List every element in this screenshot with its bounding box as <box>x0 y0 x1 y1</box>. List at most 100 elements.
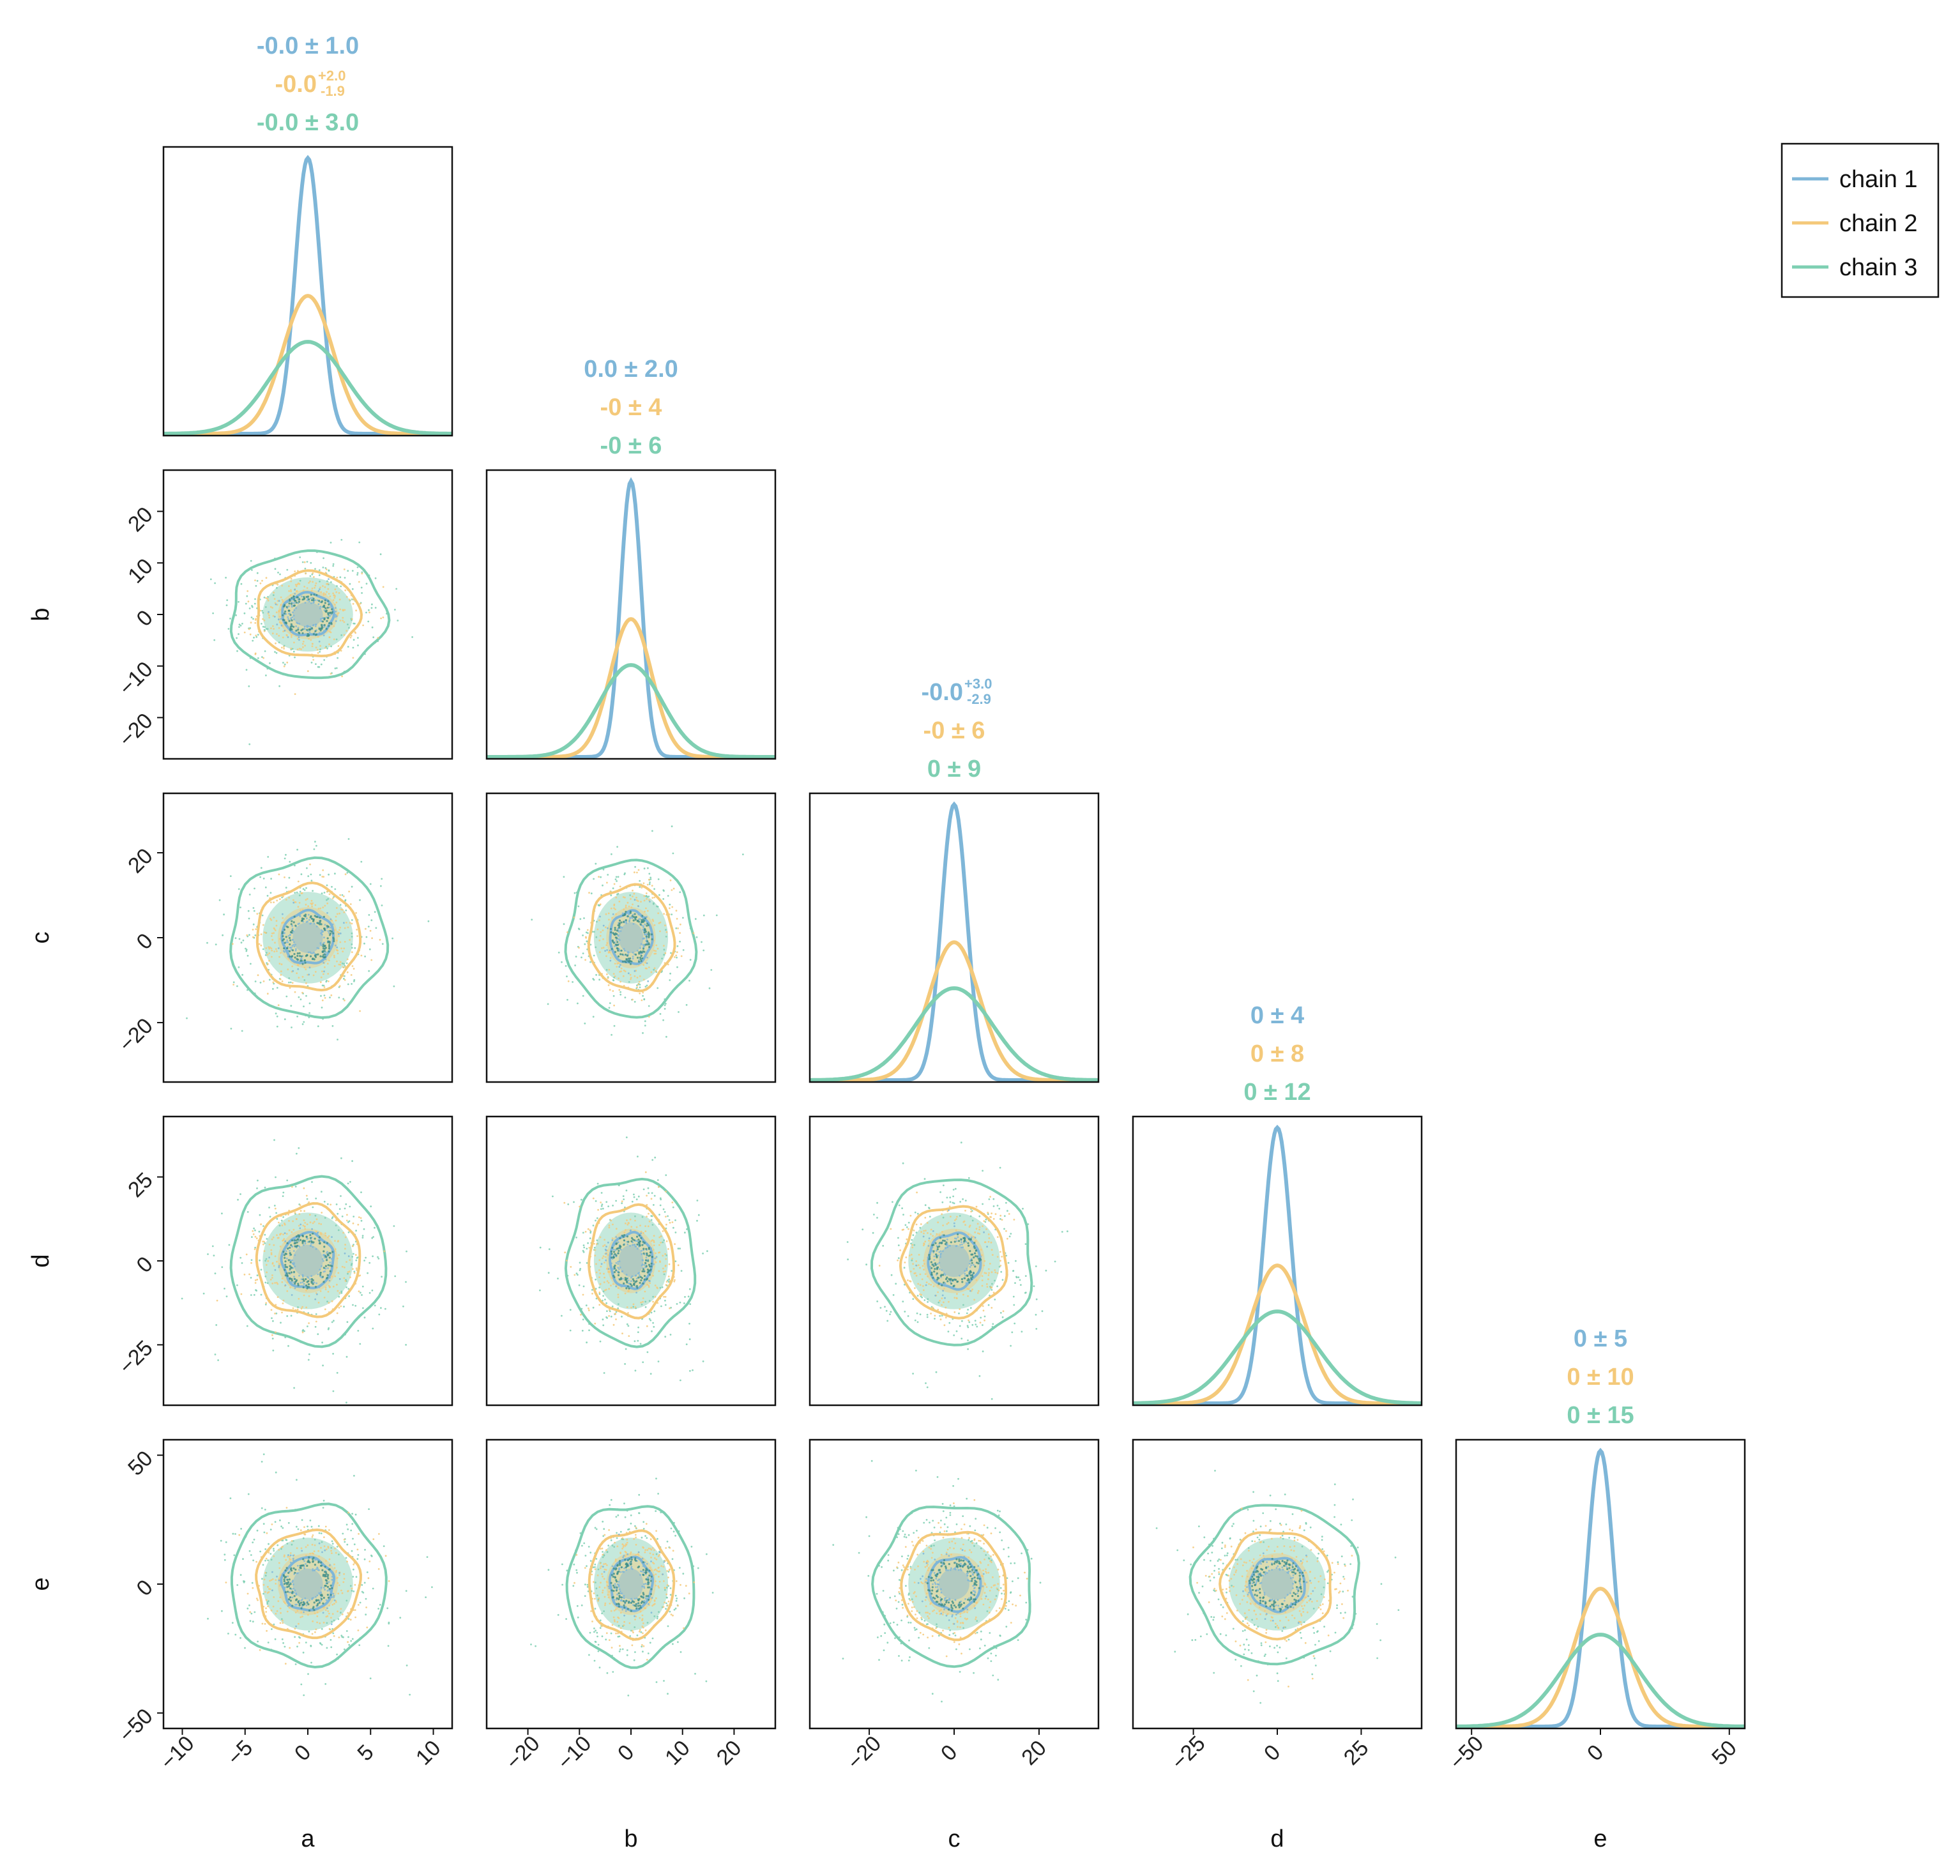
legend-label-chain-2: chain 2 <box>1839 210 1918 237</box>
contour-chain-2 <box>1219 1531 1332 1641</box>
x-tick-label-b: −20 <box>501 1731 545 1774</box>
x-axis-label-d: d <box>1270 1826 1284 1852</box>
density-chain-2-a <box>163 294 452 436</box>
panel-b-b <box>485 469 777 760</box>
y-tick-label-b: −10 <box>114 657 158 701</box>
x-tick-label-a: 0 <box>290 1740 315 1765</box>
diag-title-c-chain-3: 0 ± 9 <box>927 756 981 782</box>
diag-title-sub: -1.9 <box>321 83 345 99</box>
contour-chain-1 <box>280 1230 335 1290</box>
panel-frame <box>162 146 453 437</box>
panel-a-a <box>162 146 453 437</box>
y-tick-label-d: 25 <box>123 1168 158 1202</box>
x-tick-label-e: 0 <box>1583 1740 1608 1765</box>
scatter-chain-3 <box>531 825 744 1038</box>
diag-title-b-chain-1: 0.0 ± 2.0 <box>584 356 678 383</box>
contour-chain-2 <box>588 1203 676 1320</box>
panel-a-d: −25 0 25 d <box>27 1115 453 1407</box>
diag-title-b-chain-3: -0 ± 6 <box>600 432 662 459</box>
density-chain-3-c <box>810 986 1098 1082</box>
x-tick-label-e: 50 <box>1707 1735 1742 1770</box>
x-tick-label-b: 20 <box>712 1735 747 1770</box>
core-speckle <box>282 1232 334 1290</box>
density-chain-3-a <box>163 340 452 436</box>
panel-d-e: −25 0 25 d <box>1132 1438 1423 1852</box>
diag-title-a-chain-2: -0.0 <box>275 71 317 98</box>
legend-label-chain-1: chain 1 <box>1839 166 1918 193</box>
y-tick-label-d: −25 <box>114 1336 158 1379</box>
x-tick-label-a: 10 <box>411 1735 446 1770</box>
panel-b-e: −20 −10 0 10 20 b <box>485 1438 777 1852</box>
panel-frame <box>485 469 777 760</box>
contour-chain-3 <box>871 1506 1031 1668</box>
contour-chain-1 <box>1248 1557 1306 1613</box>
diag-title-e-chain-1: 0 ± 5 <box>1574 1325 1627 1352</box>
y-tick-label-c: −20 <box>114 1014 158 1057</box>
x-tick-label-c: 20 <box>1017 1735 1051 1770</box>
contour-chain-2 <box>900 1530 1007 1642</box>
contour-chain-2 <box>899 1205 1008 1320</box>
x-tick-label-e: −50 <box>1445 1731 1489 1774</box>
x-tick-label-a: −5 <box>223 1735 257 1770</box>
x-tick-label-c: −20 <box>842 1731 886 1774</box>
contour-chain-2 <box>587 883 676 993</box>
y-axis-label-c: c <box>27 932 54 944</box>
x-axis-label-b: b <box>624 1826 637 1852</box>
y-tick-label-e: 0 <box>132 1575 157 1601</box>
contour-chain-1 <box>280 908 335 965</box>
x-tick-label-b: 0 <box>613 1740 639 1765</box>
diag-title-a-chain-1: -0.0 ± 1.0 <box>257 33 359 59</box>
diag-title-d-chain-2: 0 ± 8 <box>1250 1041 1304 1067</box>
y-tick-label-b: 0 <box>132 606 157 631</box>
panel-frame <box>809 1115 1100 1407</box>
x-tick-label-a: 5 <box>353 1740 378 1765</box>
panel-frame <box>485 792 777 1083</box>
diag-title-b-chain-2: -0 ± 4 <box>600 394 662 421</box>
core-speckle <box>609 910 653 965</box>
y-tick-label-c: 20 <box>123 844 158 878</box>
contour-chain-2 <box>588 1529 676 1641</box>
core-speckle <box>281 913 335 965</box>
y-axis-label-e: e <box>27 1577 54 1590</box>
contour-chain-1 <box>927 1231 982 1291</box>
panel-c-c <box>809 792 1100 1083</box>
density-chain-3-b <box>487 663 775 759</box>
core-speckle <box>610 1234 653 1290</box>
x-tick-label-b: 10 <box>660 1735 695 1770</box>
contour-chain-3 <box>870 1178 1033 1346</box>
x-axis-label-c: c <box>948 1826 961 1852</box>
contour-chain-2 <box>255 881 362 992</box>
panel-c-e: −20 0 20 c <box>809 1438 1100 1852</box>
panel-frame <box>1455 1438 1746 1730</box>
y-tick-label-c: 0 <box>132 929 157 954</box>
legend: chain 1 chain 2 chain 3 <box>1781 142 1940 298</box>
x-axis-label-e: e <box>1593 1826 1607 1852</box>
x-axis-label-a: a <box>301 1826 315 1852</box>
panel-b-d <box>485 1115 777 1407</box>
contour-chain-3 <box>1189 1504 1360 1666</box>
core-speckle <box>610 1556 653 1612</box>
y-tick-label-e: −50 <box>114 1704 158 1748</box>
diag-title-e-chain-3: 0 ± 15 <box>1567 1402 1634 1429</box>
core-speckle <box>1248 1557 1305 1612</box>
y-tick-label-d: 0 <box>132 1252 157 1277</box>
x-tick-label-a: −10 <box>156 1731 199 1774</box>
x-tick-label-d: 0 <box>1259 1740 1285 1765</box>
diag-title-sub: -2.9 <box>967 691 991 707</box>
legend-label-chain-3: chain 3 <box>1839 254 1918 281</box>
core-speckle <box>928 1233 982 1288</box>
panel-a-b: −20 −10 0 10 20 b <box>27 469 453 760</box>
diag-title-d-chain-3: 0 ± 12 <box>1243 1079 1310 1106</box>
core-speckle <box>282 1556 333 1612</box>
contour-chain-3 <box>229 1175 388 1348</box>
density-chain-3-d <box>1133 1309 1422 1405</box>
diag-title-sup: +2.0 <box>318 68 346 84</box>
density-chain-2-b <box>487 617 775 759</box>
core-speckle <box>926 1558 981 1612</box>
panel-a-c: −20 0 20 c <box>27 792 453 1083</box>
diag-title-e-chain-2: 0 ± 10 <box>1567 1364 1634 1391</box>
x-tick-label-b: −10 <box>553 1731 596 1774</box>
density-chain-2-c <box>810 940 1098 1082</box>
diag-title-d-chain-1: 0 ± 4 <box>1250 1002 1304 1029</box>
